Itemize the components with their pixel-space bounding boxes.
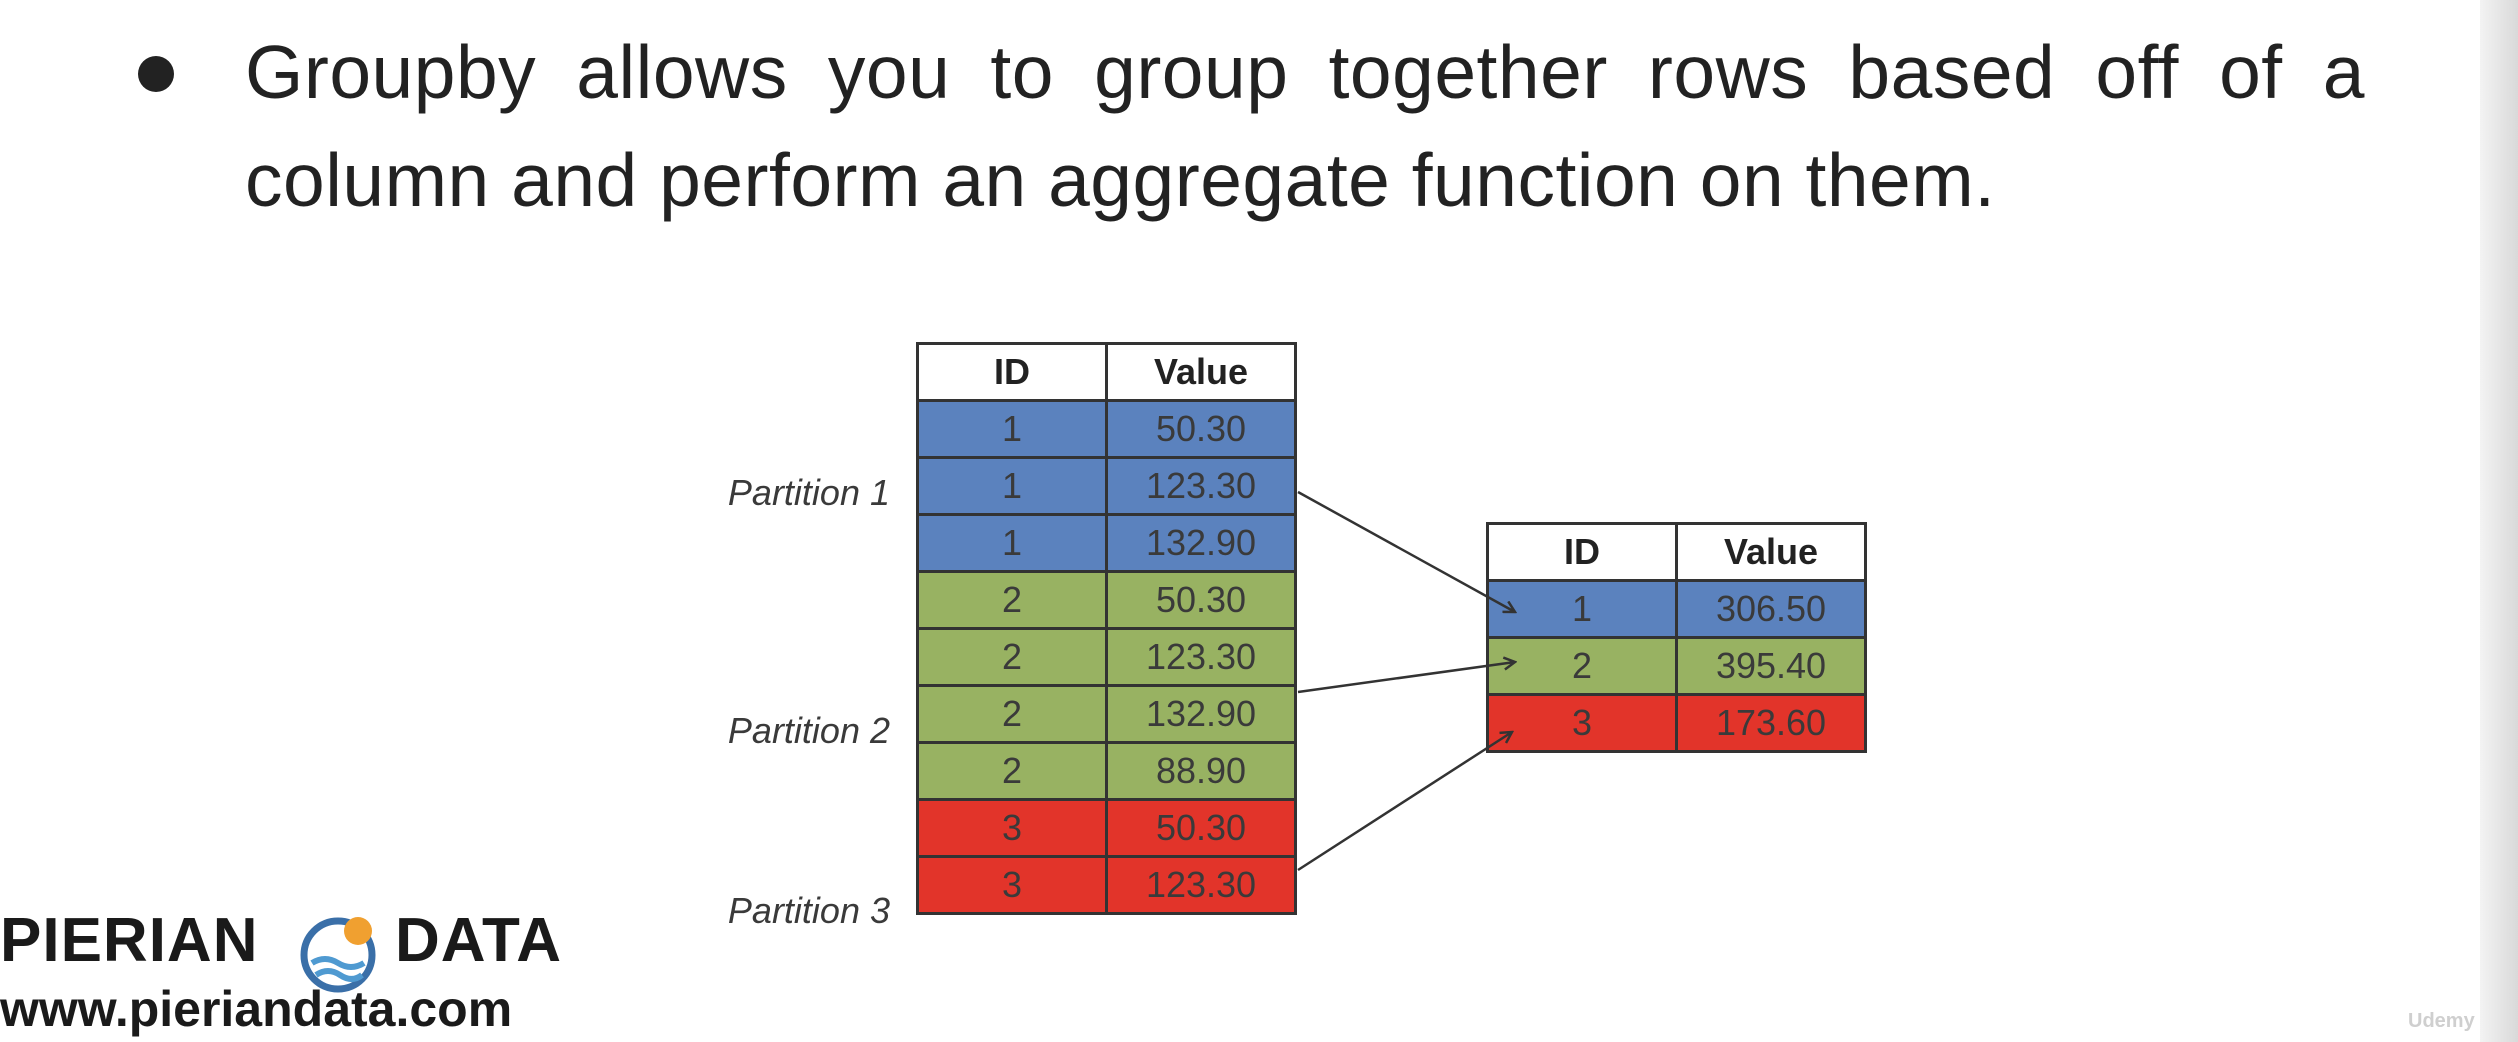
source-row: 3 50.30 xyxy=(916,798,1297,858)
source-row: 1 50.30 xyxy=(916,399,1297,459)
arrow-partition-1 xyxy=(1297,490,1515,612)
source-row: 1 132.90 xyxy=(916,513,1297,573)
source-cell-value: 123.30 xyxy=(1105,456,1297,516)
logo-word-pierian: PIERIAN xyxy=(0,906,259,975)
source-cell-id: 1 xyxy=(916,456,1108,516)
result-row: 1 306.50 xyxy=(1486,579,1867,639)
logo-url: www.pieriandata.com xyxy=(0,981,513,1037)
result-cell-id: 2 xyxy=(1486,636,1678,696)
arrow-partition-3 xyxy=(1297,732,1512,872)
source-cell-value: 50.30 xyxy=(1105,570,1297,630)
result-row: 2 395.40 xyxy=(1486,636,1867,696)
pierian-data-logo: PIERIAN DATA www.pieriandata.com xyxy=(0,905,600,1040)
result-cell-id: 1 xyxy=(1486,579,1678,639)
logo-wave-icon xyxy=(300,917,376,993)
bullet-line-1: Groupby allows you to group together row… xyxy=(245,30,2365,114)
source-row: 2 50.30 xyxy=(916,570,1297,630)
source-cell-id: 3 xyxy=(916,798,1108,858)
partition-label-3: Partition 3 xyxy=(727,890,890,931)
source-cell-value: 88.90 xyxy=(1105,741,1297,801)
source-cell-id: 2 xyxy=(916,570,1108,630)
source-row: 2 88.90 xyxy=(916,741,1297,801)
result-cell-value: 395.40 xyxy=(1675,636,1867,696)
bullet-line-2: column and perform an aggregate function… xyxy=(245,138,1996,222)
partition-label-1: Partition 1 xyxy=(727,472,890,513)
result-cell-value: 306.50 xyxy=(1675,579,1867,639)
source-table: ID Value 1 50.30 1 123.30 1 132.90 2 50.… xyxy=(916,342,1297,915)
partition-label-2: Partition 2 xyxy=(727,710,890,751)
source-cell-id: 2 xyxy=(916,741,1108,801)
source-row: 1 123.30 xyxy=(916,456,1297,516)
source-row: 2 123.30 xyxy=(916,627,1297,687)
source-cell-id: 2 xyxy=(916,684,1108,744)
result-table: ID Value 1 306.50 2 395.40 3 173.60 xyxy=(1486,522,1867,753)
source-cell-value: 50.30 xyxy=(1105,399,1297,459)
udemy-watermark: Udemy xyxy=(2408,1010,2475,1032)
source-row: 2 132.90 xyxy=(916,684,1297,744)
source-cell-id: 3 xyxy=(916,855,1108,915)
result-cell-value: 173.60 xyxy=(1675,693,1867,753)
source-cell-value: 123.30 xyxy=(1105,627,1297,687)
source-header-value: Value xyxy=(1105,342,1297,402)
source-header-id: ID xyxy=(916,342,1108,402)
result-cell-id: 3 xyxy=(1486,693,1678,753)
source-cell-value: 123.30 xyxy=(1105,855,1297,915)
result-header-id: ID xyxy=(1486,522,1678,582)
logo-word-data: DATA xyxy=(395,906,562,975)
right-edge-strip xyxy=(2480,0,2518,1042)
source-cell-value: 132.90 xyxy=(1105,684,1297,744)
source-cell-id: 1 xyxy=(916,399,1108,459)
bullet-point xyxy=(138,56,174,92)
source-cell-id: 1 xyxy=(916,513,1108,573)
arrow-partition-2 xyxy=(1297,662,1515,694)
source-cell-value: 50.30 xyxy=(1105,798,1297,858)
result-row: 3 173.60 xyxy=(1486,693,1867,753)
result-header-value: Value xyxy=(1675,522,1867,582)
bullet-text: Groupby allows you to group together row… xyxy=(245,18,2365,234)
source-row: 3 123.30 xyxy=(916,855,1297,915)
source-cell-value: 132.90 xyxy=(1105,513,1297,573)
source-cell-id: 2 xyxy=(916,627,1108,687)
